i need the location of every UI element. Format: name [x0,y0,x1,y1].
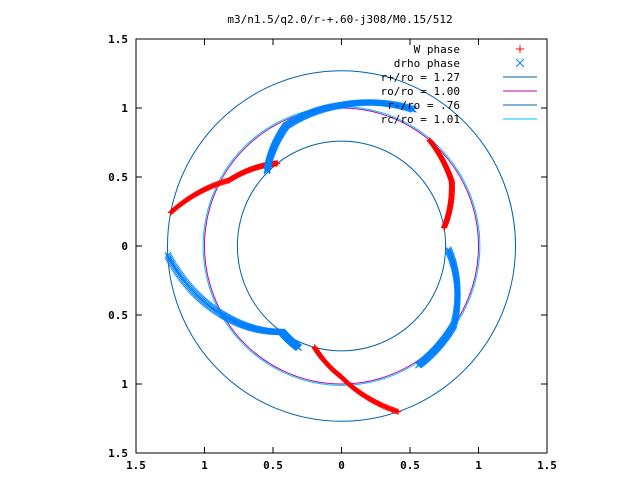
w-phase-point [274,160,281,167]
x-tick-label: 0.5 [400,459,420,472]
circle-r [167,70,516,422]
y-tick-label: 0.5 [108,171,128,184]
legend-label: W phase [414,43,460,56]
plot-frame [135,38,548,454]
data-points [164,99,461,415]
legend-marker-plus [516,45,524,53]
legend-label: rc/ro = 1.01 [381,113,460,126]
y-tick-label: 1.5 [108,447,128,460]
drho-phase-point [408,105,416,113]
legend-label: ro/ro = 1.00 [381,85,460,98]
drho-phase-point [410,106,417,113]
drho-phase-point [295,344,303,351]
x-tick-label: 0 [338,459,345,472]
legend-label: r+/ro = 1.27 [381,71,460,84]
y-tick-label: 0.5 [108,309,128,322]
drho-phase-point [263,167,271,175]
circle-r [236,140,447,352]
y-tick-label: 1 [121,378,128,391]
x-tick-label: 1.5 [126,459,146,472]
x-tick-label: 1 [475,459,482,472]
axis-ticks: 1.5 1 0.5 0 0.5 1 1.51.510.500.511.5 [108,33,557,472]
x-tick-label: 1 [201,459,208,472]
chart-title: m3/n1.5/q2.0/r-+.60-j308/M0.15/512 [227,13,452,26]
legend-label: drho phase [394,57,460,70]
w-phase-point [441,224,448,231]
drho-phase-point [444,246,452,254]
legend-label: r-/ro = .76 [387,99,460,112]
x-tick-label: 0.5 [263,459,283,472]
y-tick-label: 1.5 [108,33,128,46]
reference-circles [167,70,516,422]
w-phase-point [311,344,318,351]
y-tick-label: 1 [121,102,128,115]
x-tick-label: 1.5 [537,459,557,472]
legend-marker-x [515,58,525,68]
y-tick-label: 0 [121,240,128,253]
